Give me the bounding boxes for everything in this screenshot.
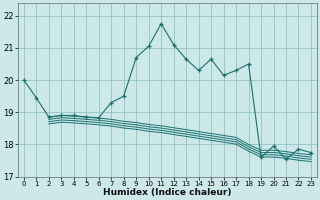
- X-axis label: Humidex (Indice chaleur): Humidex (Indice chaleur): [103, 188, 232, 197]
